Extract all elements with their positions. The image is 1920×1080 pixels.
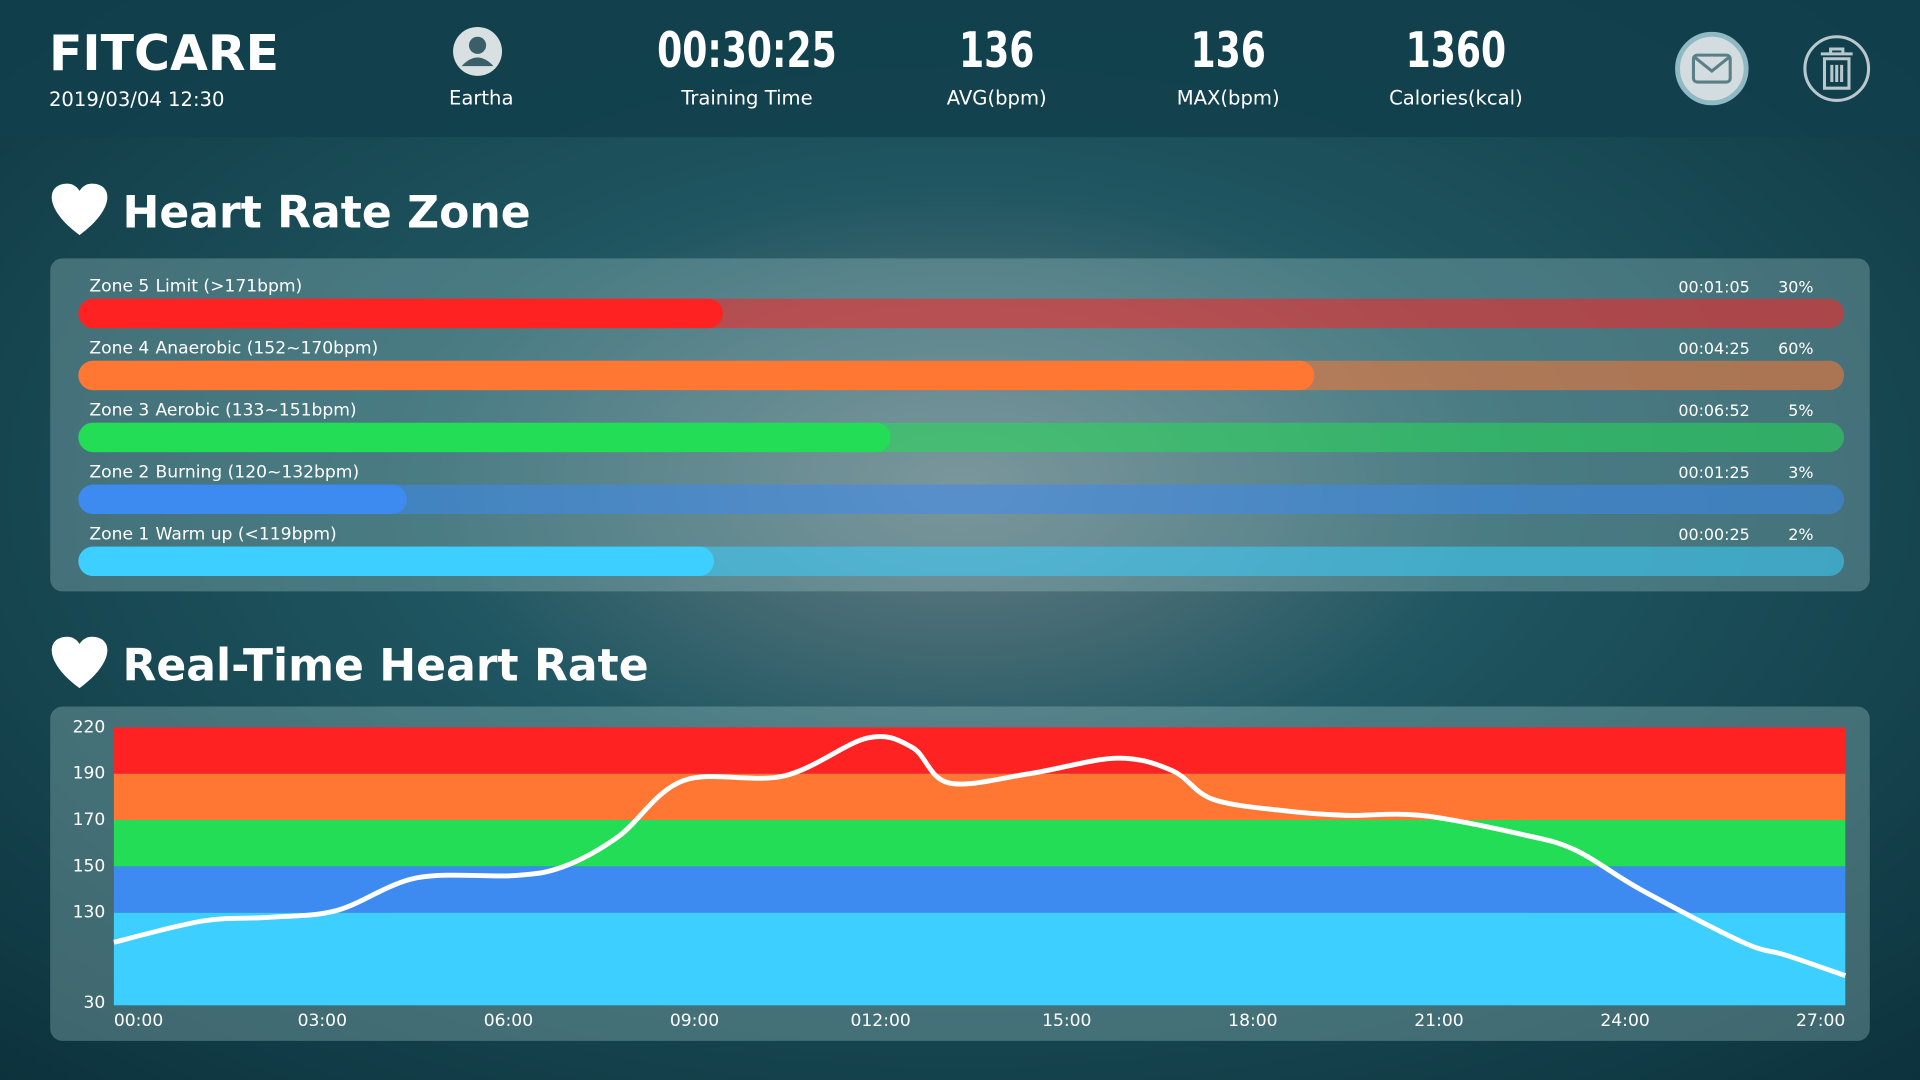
x-tick-label: 27:00 bbox=[1796, 1011, 1845, 1031]
zone-id: Zone 1 bbox=[89, 524, 149, 544]
zone-track bbox=[78, 484, 1845, 515]
heart-icon bbox=[51, 636, 108, 689]
zone-id: Zone 4 bbox=[89, 338, 149, 358]
zone-id: Zone 5 bbox=[89, 277, 149, 297]
mail-button[interactable] bbox=[1675, 31, 1749, 106]
app-title: FITCARE bbox=[49, 25, 279, 82]
heart-icon bbox=[51, 183, 108, 236]
x-tick-label: 15:00 bbox=[1042, 1011, 1091, 1031]
zone-band bbox=[113, 866, 1846, 913]
zone-time: 00:01:25 bbox=[1678, 463, 1749, 482]
zone-percent: 30% bbox=[1778, 277, 1813, 296]
stat-label: Training Time bbox=[680, 87, 812, 110]
zone-percent: 60% bbox=[1778, 339, 1813, 358]
stat-label: AVG(bpm) bbox=[947, 87, 1047, 110]
avatar-body bbox=[461, 57, 494, 67]
x-tick-label: 012:00 bbox=[851, 1011, 911, 1031]
zone-percent: 2% bbox=[1788, 525, 1813, 544]
delete-button[interactable] bbox=[1803, 35, 1871, 102]
zone-time: 00:06:52 bbox=[1678, 401, 1749, 420]
datetime: 2019/03/04 12:30 bbox=[49, 88, 225, 111]
y-tick-label: 170 bbox=[73, 810, 106, 830]
zone-fill bbox=[78, 298, 723, 329]
x-tick-label: 09:00 bbox=[670, 1011, 719, 1031]
zone-band bbox=[113, 727, 1846, 774]
stat-value: 136 bbox=[1190, 21, 1265, 79]
chart: 30 130 150 170 190 220 00:00 03:00 06:00 09:00 012… bbox=[73, 717, 1847, 1031]
user-name: Eartha bbox=[449, 87, 514, 110]
heart-rate-line bbox=[113, 734, 1847, 978]
y-tick-label: 190 bbox=[73, 764, 106, 784]
zone-name: Anaerobic (152~170bpm) bbox=[156, 338, 379, 358]
x-tick-label: 21:00 bbox=[1414, 1011, 1463, 1031]
x-tick-label: 00:00 bbox=[114, 1011, 163, 1031]
stat-value: 136 bbox=[959, 21, 1034, 79]
y-tick-label: 220 bbox=[73, 717, 106, 737]
stats: 00:30:25 Training Time 136 AVG(bpm) 136 MAX(b… bbox=[657, 21, 1523, 110]
avatar-head bbox=[468, 36, 487, 54]
zone-id: Zone 2 bbox=[89, 462, 149, 482]
y-tick-label: 130 bbox=[73, 903, 106, 923]
zones: Zone 5 Limit (>171bpm) 00:01:05 30% Zone 4 An… bbox=[78, 277, 1845, 576]
stat-value: 00:30:25 bbox=[657, 21, 837, 79]
zone-time: 00:01:05 bbox=[1678, 277, 1749, 296]
zone-time: 00:04:25 bbox=[1678, 339, 1749, 358]
mail-flap bbox=[1692, 55, 1732, 73]
mail-icon bbox=[1691, 53, 1732, 84]
x-tick-label: 03:00 bbox=[298, 1011, 347, 1031]
zone-fill bbox=[78, 484, 407, 515]
y-tick-label: 150 bbox=[73, 856, 106, 876]
zone-band bbox=[113, 912, 1846, 1006]
zone-name: Aerobic (133~151bpm) bbox=[156, 400, 357, 420]
zone-band bbox=[113, 820, 1846, 867]
zone-fill bbox=[78, 546, 715, 576]
stat-label: Calories(kcal) bbox=[1389, 87, 1523, 110]
stat-value: 1360 bbox=[1406, 21, 1507, 79]
x-tick-label: 06:00 bbox=[484, 1011, 533, 1031]
zone-percent: 5% bbox=[1788, 401, 1813, 420]
zone-name: Limit (>171bpm) bbox=[156, 277, 303, 297]
section-title: Real-Time Heart Rate bbox=[122, 641, 648, 692]
zone-percent: 3% bbox=[1788, 463, 1813, 482]
zone-name: Burning (120~132bpm) bbox=[156, 462, 360, 482]
zone-fill bbox=[78, 422, 891, 453]
y-tick-label: 30 bbox=[84, 993, 106, 1013]
trash-icon bbox=[1820, 47, 1853, 90]
zone-id: Zone 3 bbox=[89, 400, 149, 420]
header-bar bbox=[0, 0, 1920, 138]
section-title: Heart Rate Zone bbox=[122, 188, 530, 239]
x-tick-label: 24:00 bbox=[1600, 1011, 1649, 1031]
x-tick-label: 18:00 bbox=[1228, 1011, 1277, 1031]
stat-label: MAX(bpm) bbox=[1177, 87, 1280, 110]
zone-fill bbox=[78, 360, 1315, 391]
zone-name: Warm up (<119bpm) bbox=[156, 524, 337, 544]
zone-time: 00:00:25 bbox=[1678, 525, 1749, 544]
